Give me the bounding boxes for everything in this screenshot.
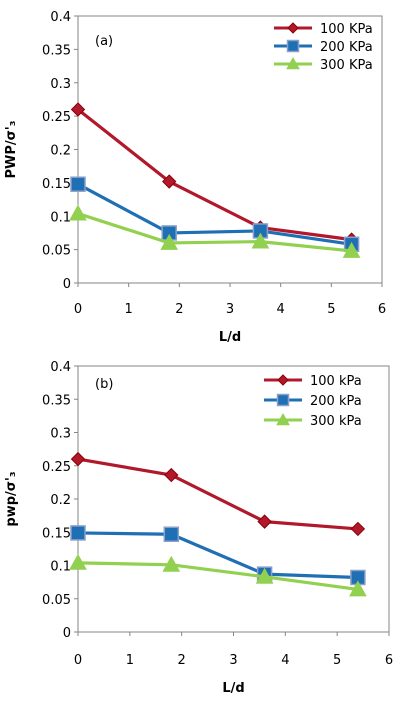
y-tick-label: 0.1 [50, 210, 71, 225]
data-point-series-0 [164, 467, 179, 483]
x-tick-label: 1 [126, 653, 134, 668]
y-tick-label: 0.25 [42, 110, 71, 125]
chart-panel-1: 0 0.05 0.1 0.15 0.2 0.25 0.3 0.35 0.4 0 1 2 3 4 5 6 L/d p… [4, 360, 393, 696]
data-point-series-1 [163, 526, 180, 542]
data-point-series-0 [257, 514, 272, 529]
y-tick-label: 0.35 [42, 43, 71, 58]
series-line-2 [77, 561, 359, 592]
series-line-1 [77, 531, 358, 580]
legend-marker-0 [277, 374, 289, 386]
x-axis-title: L/d [222, 681, 244, 696]
y-tick-label: 0.2 [50, 144, 71, 159]
y-axis-title: pwp/σ'₃ [4, 471, 19, 526]
chart-panel-0: 0 0.05 0.1 0.15 0.2 0.25 0.3 0.35 0.4 0 1 2 3 4 5 6 L/d P… [4, 10, 386, 345]
data-point-series-0 [70, 451, 86, 467]
x-tick-label: 4 [281, 653, 289, 668]
series-line-0 [77, 457, 359, 531]
panel-label: (b) [95, 377, 113, 392]
y-tick-label: 0 [63, 277, 71, 292]
x-tick-label: 2 [175, 302, 183, 317]
legend-label-1: 200 KPa [320, 40, 373, 55]
legend-label-2: 300 KPa [320, 58, 373, 73]
x-tick-label: 0 [74, 302, 82, 317]
y-tick-label: 0.35 [42, 393, 71, 408]
data-point-series-2 [255, 567, 274, 584]
y-tick-label: 0.1 [50, 560, 71, 575]
y-tick-label: 0.15 [42, 526, 71, 541]
legend-marker-2 [286, 56, 300, 70]
legend-label-0: 100 KPa [320, 22, 373, 37]
series-line-2 [77, 212, 352, 253]
x-tick-label: 6 [378, 302, 386, 317]
x-tick-label: 5 [327, 302, 335, 317]
x-axis-title: L/d [219, 330, 241, 345]
data-point-series-2 [342, 241, 361, 258]
data-point-series-2 [251, 232, 270, 249]
x-tick-label: 4 [277, 302, 285, 317]
data-point-series-2 [162, 555, 181, 572]
data-point-series-1 [70, 525, 86, 541]
data-point-series-2 [349, 580, 367, 597]
y-tick-label: 0.15 [42, 177, 71, 192]
legend-marker-1 [286, 39, 300, 53]
legend-marker-2 [276, 412, 290, 426]
data-point-series-0 [350, 521, 366, 537]
y-axis-title: PWP/σ'₃ [4, 121, 19, 179]
y-tick-label: 0.25 [42, 460, 71, 475]
y-tick-label: 0 [63, 626, 71, 641]
x-tick-label: 5 [333, 653, 341, 668]
data-point-series-0 [161, 174, 177, 189]
x-tick-label: 2 [178, 653, 186, 668]
y-tick-label: 0.05 [42, 244, 71, 259]
series-line-0 [77, 108, 352, 242]
y-tick-label: 0.4 [50, 10, 71, 25]
legend-label-0: 100 kPa [310, 374, 362, 389]
x-tick-label: 3 [226, 302, 234, 317]
series-line-1 [77, 182, 352, 246]
data-point-series-1 [70, 176, 86, 192]
x-tick-label: 0 [74, 653, 82, 668]
x-tick-label: 6 [385, 653, 393, 668]
data-point-series-2 [69, 553, 87, 570]
data-point-series-2 [160, 233, 179, 250]
x-tick-label: 3 [229, 653, 237, 668]
legend-label-1: 200 kPa [310, 394, 362, 409]
y-tick-label: 0.3 [50, 427, 71, 442]
legend-label-2: 300 kPa [310, 414, 362, 429]
x-tick-label: 1 [125, 302, 133, 317]
data-point-series-0 [70, 102, 86, 117]
panel-label: (a) [95, 34, 113, 49]
y-tick-label: 0.05 [42, 593, 71, 608]
y-tick-label: 0.3 [50, 77, 71, 92]
data-point-series-2 [69, 204, 87, 221]
legend-marker-0 [287, 22, 299, 34]
legend-marker-1 [276, 393, 290, 407]
y-tick-label: 0.2 [50, 493, 71, 508]
y-tick-label: 0.4 [50, 360, 71, 375]
